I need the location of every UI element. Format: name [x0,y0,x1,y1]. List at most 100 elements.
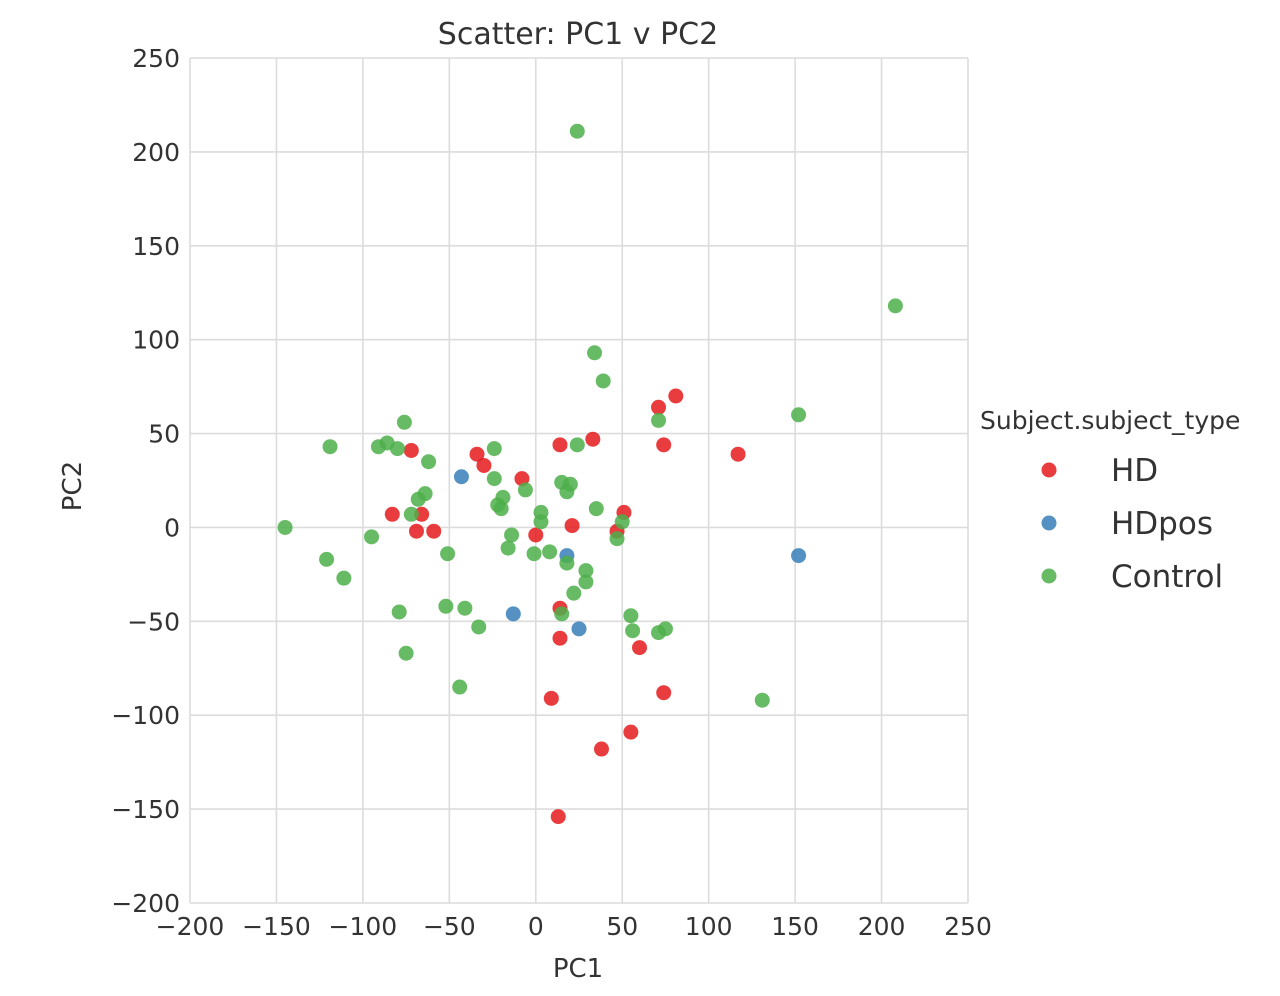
data-point-hd [528,527,544,543]
y-tick-label: 250 [132,44,180,73]
y-tick-label: 100 [132,326,180,355]
data-point-control [452,679,468,695]
y-tick-label: 50 [148,420,180,449]
legend-label-hd: HD [1111,453,1158,489]
x-axis-label: PC1 [553,954,603,984]
data-point-hd [564,518,580,534]
data-point-control [559,555,575,571]
y-tick-label: 0 [164,513,180,542]
legend-label-hdpos: HDpos [1111,506,1213,542]
data-point-hd [656,437,672,453]
x-tick-label: −150 [242,912,311,941]
data-point-control [403,506,419,522]
data-point-hd [550,809,566,825]
legend-marker-hd [1041,462,1057,478]
data-point-control [651,412,667,428]
data-point-control [440,546,456,562]
data-point-control [421,454,437,470]
y-tick-label: −50 [127,607,180,636]
data-point-control [389,441,405,457]
x-tick-label: 250 [944,912,992,941]
data-point-hd [730,446,746,462]
data-point-hd [403,442,419,458]
data-point-control [438,598,454,614]
y-tick-label: 200 [132,138,180,167]
data-point-hdpos [571,621,587,637]
data-point-control [486,441,502,457]
data-point-hdpos [791,548,807,564]
data-point-control [566,585,582,601]
data-point-control [754,692,770,708]
x-tick-label: 200 [858,912,906,941]
legend-title: Subject.subject_type [980,406,1240,435]
data-point-hd [623,724,639,740]
x-tick-label: 100 [685,912,733,941]
data-point-control [336,570,352,586]
data-point-control [578,574,594,590]
legend-marker-control [1041,568,1057,584]
data-point-hd [514,471,530,487]
x-tick-labels: −200 −150 −100 −50 0 50 100 150 200 250 [156,912,992,941]
data-point-control [500,540,516,556]
x-tick-label: 0 [528,912,544,941]
data-point-control [471,619,487,635]
data-point-control [657,621,673,637]
data-point-hd [593,741,609,757]
data-point-hd [632,640,648,656]
data-point-control [588,501,604,517]
data-point-control [504,527,520,543]
data-point-control [609,531,625,547]
data-point-control [319,551,335,567]
data-point-control [562,476,578,492]
data-point-control [625,623,641,639]
data-point-control [391,604,407,620]
data-point-control [623,608,639,624]
data-point-hd [426,523,442,539]
y-tick-label: −150 [111,795,180,824]
data-point-hd [384,506,400,522]
data-point-hd [668,388,684,404]
data-point-control [486,471,502,487]
y-axis-label: PC2 [58,461,88,511]
x-gridlines [189,58,969,903]
y-tick-label: −100 [111,701,180,730]
data-point-control [614,514,630,530]
data-point-hd [585,431,601,447]
data-point-control [569,437,585,453]
data-point-control [457,600,473,616]
data-point-hdpos [453,469,469,485]
data-point-control [396,414,412,430]
data-point-hd [651,399,667,415]
scatter-points [277,123,903,825]
data-point-control [578,563,594,579]
data-point-control [887,298,903,314]
data-point-control [277,519,293,535]
data-point-control [398,645,414,661]
data-point-hd [543,690,559,706]
x-tick-label: −200 [156,912,225,941]
data-point-hd [414,506,430,522]
x-tick-label: −100 [329,912,398,941]
data-point-hd [408,523,424,539]
legend: Subject.subject_type HD HDpos Control [980,406,1240,595]
legend-label-control: Control [1111,559,1223,595]
y-tick-label: −200 [111,889,180,918]
data-point-control [554,606,570,622]
x-tick-label: 150 [771,912,819,941]
data-point-control [542,544,558,560]
data-point-control [364,529,380,545]
legend-marker-hdpos [1041,515,1057,531]
data-point-hd [552,630,568,646]
data-point-hd [476,457,492,473]
chart-title: Scatter: PC1 v PC2 [438,17,718,52]
legend-items: HD HDpos Control [1041,453,1223,595]
y-tick-label: 150 [132,232,180,261]
y-tick-labels: −200 −150 −100 −50 0 50 100 150 200 250 [111,44,180,918]
data-point-hdpos [505,606,521,622]
data-point-control [569,123,585,139]
data-point-control [791,407,807,423]
data-point-hd [469,446,485,462]
data-point-control [533,514,549,530]
data-point-hd [656,685,672,701]
